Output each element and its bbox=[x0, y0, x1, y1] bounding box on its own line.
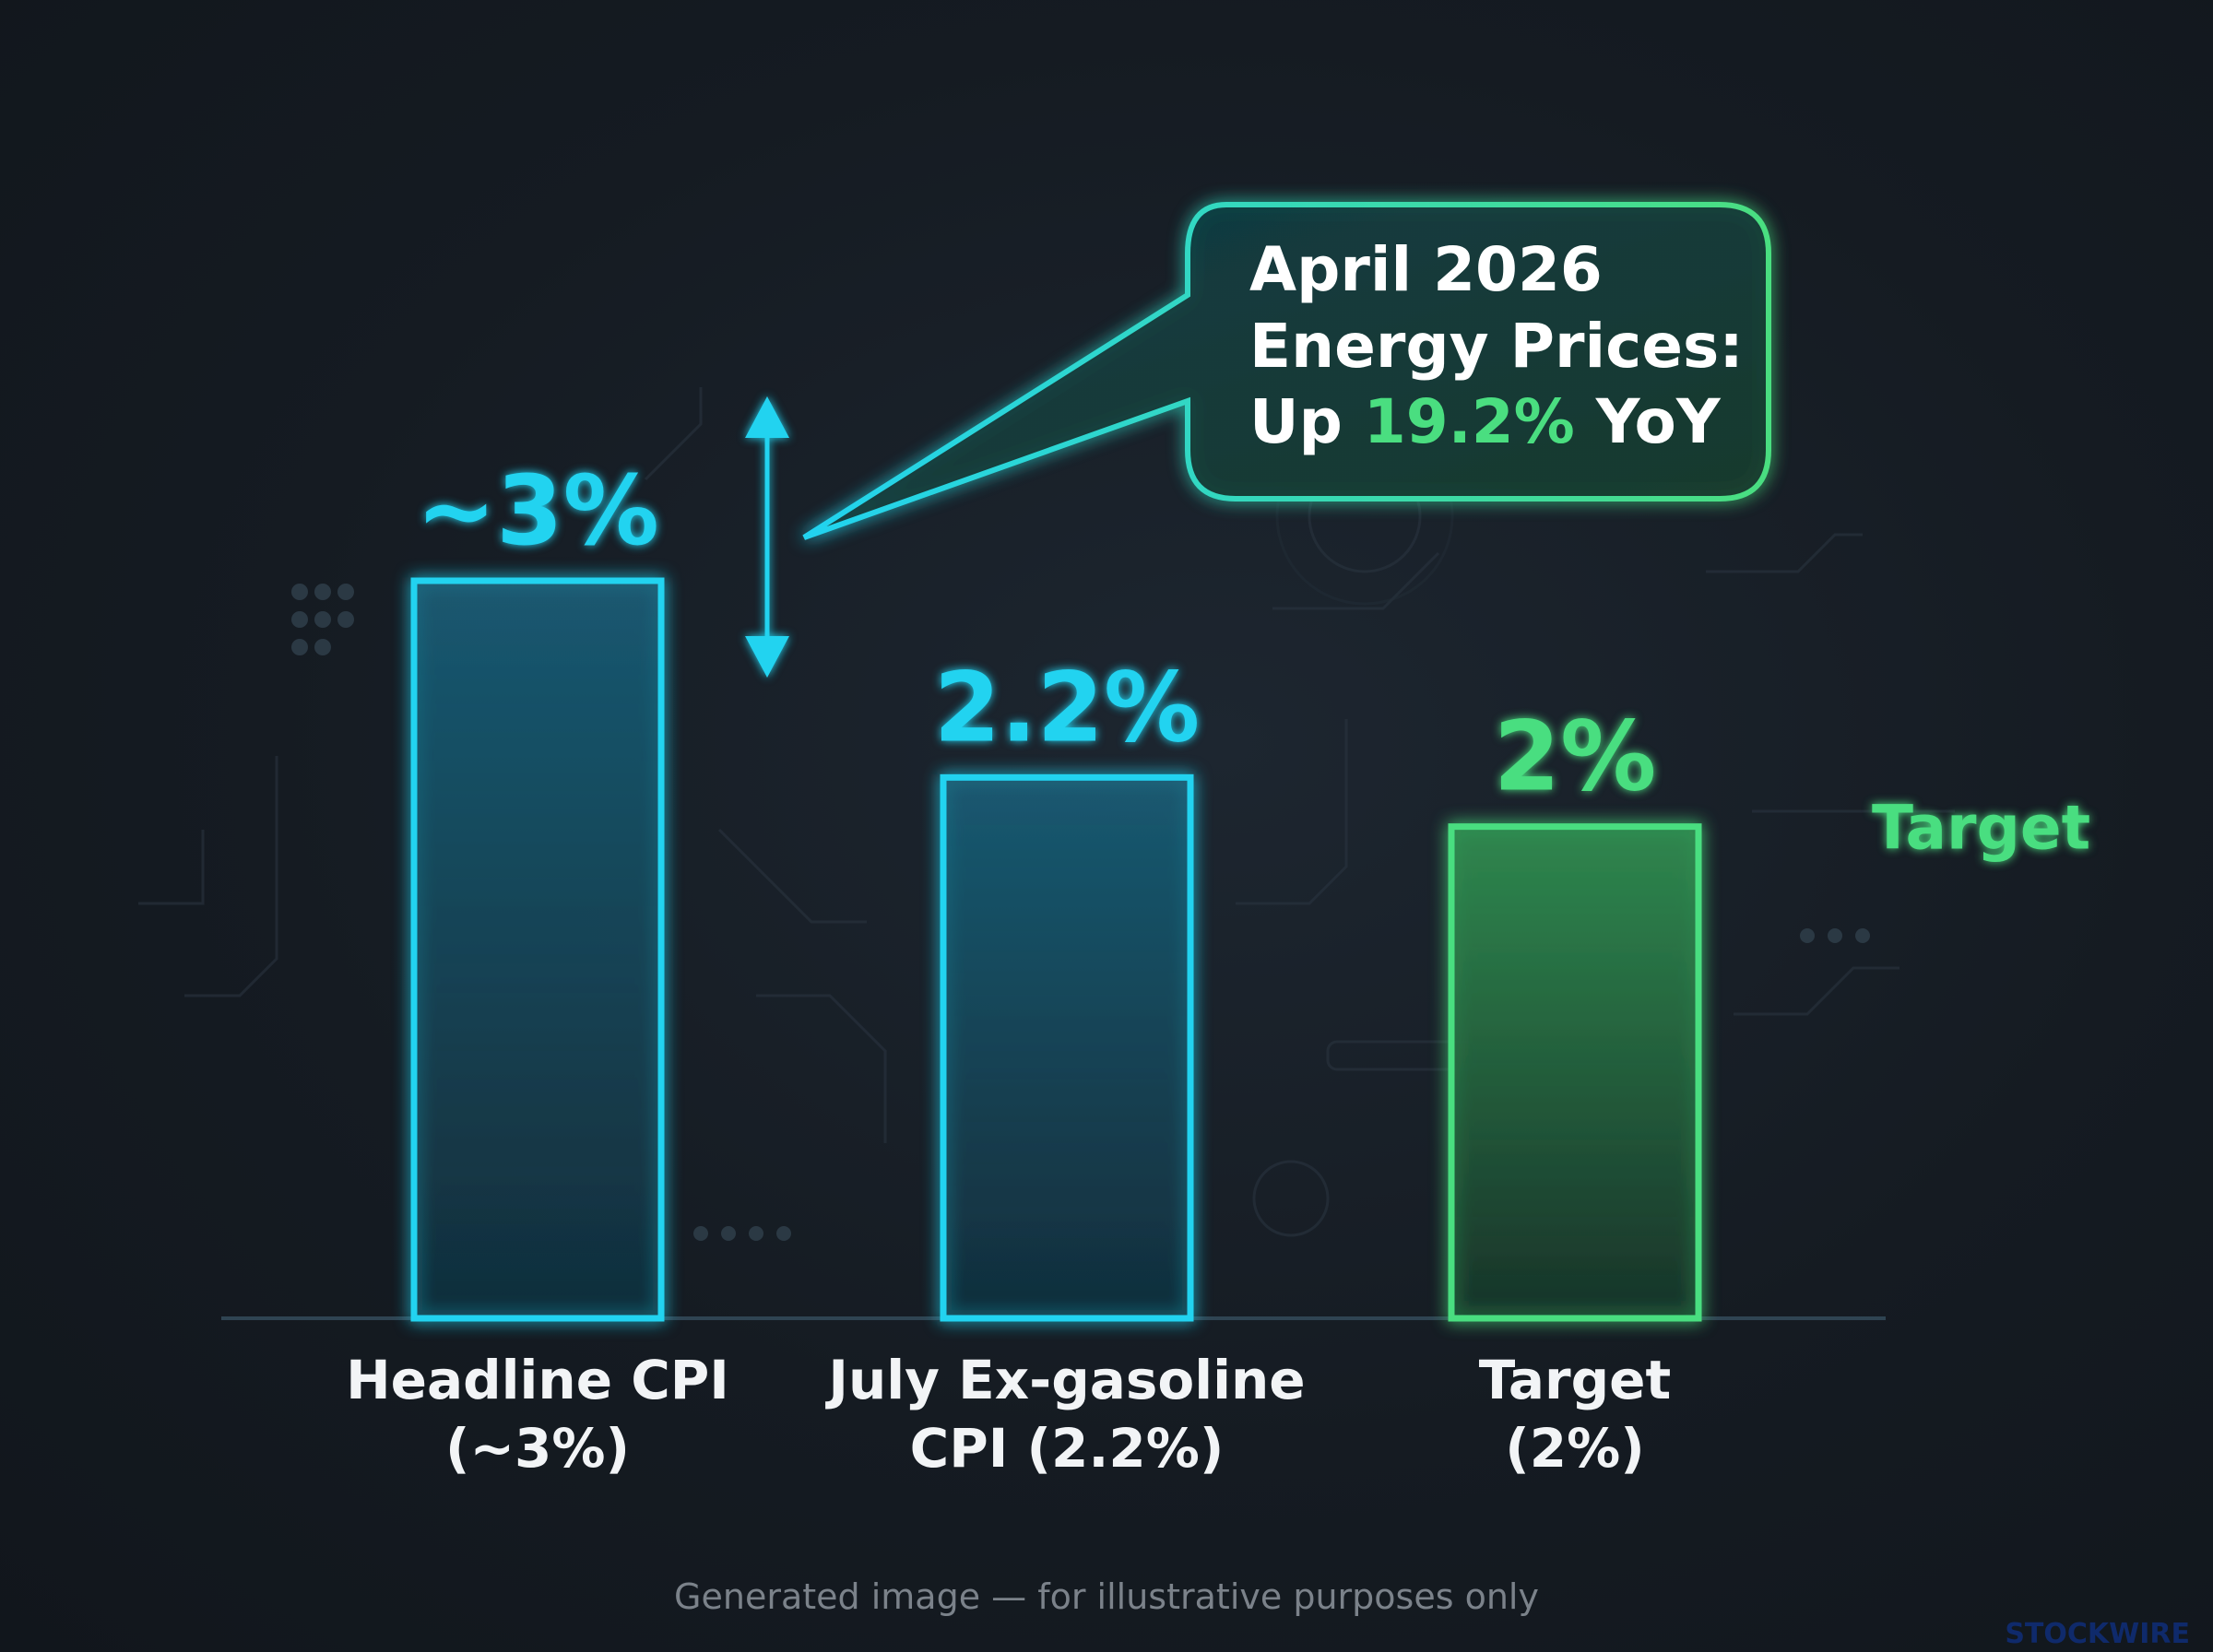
bar-0 bbox=[410, 577, 665, 1322]
circuit-dots bbox=[291, 584, 1870, 1241]
bars-layer bbox=[410, 577, 1702, 1322]
category-label-2-line-0: Target bbox=[1479, 1349, 1671, 1411]
target-line-label: Target bbox=[1872, 793, 2090, 864]
reference-layer: Target bbox=[152, 793, 2090, 864]
bar-value-label-0: ~3% bbox=[416, 454, 659, 567]
circuit-background bbox=[138, 387, 1955, 1237]
callout-line-3: Up 19.2% YoY bbox=[1249, 386, 1722, 457]
bar-1 bbox=[940, 773, 1194, 1322]
callout-line-3-prefix: Up bbox=[1249, 386, 1364, 457]
bar-value-label-2: 2% bbox=[1494, 701, 1657, 813]
category-label-1-line-0: July Ex-gasoline bbox=[824, 1349, 1305, 1411]
annotation-callout: April 2026 Energy Prices: Up 19.2% YoY bbox=[802, 202, 1771, 540]
callout-bubble bbox=[802, 202, 1771, 540]
callout-line-2: Energy Prices: bbox=[1249, 311, 1744, 382]
bar-2 bbox=[1448, 823, 1702, 1322]
bar-value-label-1: 2.2% bbox=[934, 651, 1200, 763]
footer-disclaimer: Generated image — for illustrative purpo… bbox=[674, 1576, 1539, 1617]
category-label-1-line-1: CPI (2.2%) bbox=[910, 1417, 1225, 1480]
callout-line-3-suffix: YoY bbox=[1575, 386, 1722, 457]
category-label-0-line-0: Headline CPI bbox=[346, 1349, 729, 1411]
gap-double-arrow bbox=[745, 396, 789, 678]
category-label-0-line-1: (~3%) bbox=[445, 1417, 630, 1480]
category-label-2-line-1: (2%) bbox=[1505, 1417, 1645, 1480]
callout-line-1: April 2026 bbox=[1249, 234, 1603, 305]
callout-highlight-value: 19.2% bbox=[1364, 386, 1575, 457]
watermark-logo: STOCKWIRE bbox=[2005, 1618, 2190, 1650]
